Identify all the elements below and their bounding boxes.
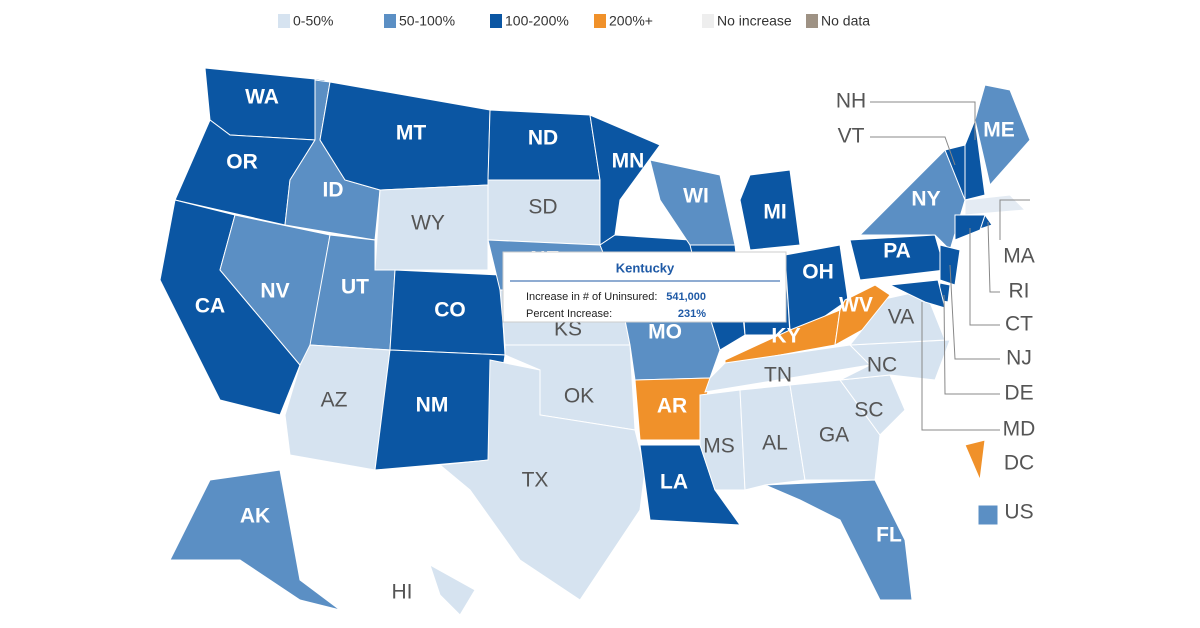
state[interactable] bbox=[964, 439, 986, 482]
state[interactable] bbox=[888, 279, 946, 309]
state-label: KS bbox=[554, 318, 582, 341]
state-label: MN bbox=[612, 150, 645, 173]
tooltip-box bbox=[502, 251, 787, 323]
state-label: MT bbox=[396, 122, 426, 145]
state-label: NH bbox=[836, 90, 866, 113]
state-label: CO bbox=[434, 299, 466, 322]
tooltip-key: Percent Increase: bbox=[526, 308, 612, 320]
state-label: NY bbox=[911, 188, 940, 211]
state-label: AR bbox=[657, 395, 687, 418]
legend-swatch bbox=[384, 14, 396, 28]
legend-swatch bbox=[806, 14, 818, 28]
tooltip-title: Kentucky bbox=[616, 260, 675, 275]
state[interactable] bbox=[699, 389, 746, 491]
state-label: OK bbox=[564, 385, 594, 408]
state[interactable] bbox=[589, 114, 661, 246]
state-label: MS bbox=[703, 435, 735, 458]
leader-line bbox=[999, 199, 1030, 240]
state-label: DE bbox=[1004, 382, 1033, 405]
state-label: WY bbox=[411, 212, 445, 235]
legend-label: No increase bbox=[717, 13, 792, 29]
tooltip-value: 231% bbox=[678, 308, 706, 320]
state-label: OH bbox=[802, 261, 834, 284]
state-label: VT bbox=[838, 125, 865, 148]
leader-line bbox=[987, 221, 1000, 293]
legend-label: 100-200% bbox=[505, 13, 569, 29]
state-label: KY bbox=[771, 325, 800, 348]
leader-line bbox=[949, 264, 1000, 360]
state-label: WI bbox=[683, 185, 709, 208]
state[interactable] bbox=[977, 504, 999, 526]
tooltip-key: Increase in # of Uninsured: bbox=[526, 291, 657, 303]
state-label: VA bbox=[888, 306, 914, 329]
state[interactable] bbox=[954, 214, 986, 241]
state-label: SD bbox=[528, 196, 557, 219]
state-label: NV bbox=[260, 280, 289, 303]
leader-line bbox=[969, 228, 1000, 326]
state-label: NJ bbox=[1006, 347, 1032, 370]
state[interactable] bbox=[964, 118, 986, 201]
state-label: GA bbox=[819, 424, 849, 447]
tooltip-value: 541,000 bbox=[666, 291, 706, 303]
state-label: TN bbox=[764, 364, 792, 387]
tooltip: Kentucky Increase in # of Uninsured: 541,0… bbox=[502, 251, 787, 323]
state-label: ND bbox=[528, 127, 558, 150]
state-label: SC bbox=[854, 399, 883, 422]
state-label: ID bbox=[323, 179, 344, 202]
state-label: WV bbox=[839, 294, 873, 317]
state-label: AK bbox=[240, 505, 270, 528]
state[interactable] bbox=[739, 169, 801, 251]
state-label: NM bbox=[416, 394, 449, 417]
state-label: PA bbox=[883, 240, 911, 263]
state-label: CA bbox=[195, 295, 225, 318]
state-label: NC bbox=[867, 354, 897, 377]
state[interactable] bbox=[764, 479, 913, 601]
state-label: UT bbox=[341, 276, 369, 299]
state-label: FL bbox=[876, 524, 902, 547]
legend-label: No data bbox=[821, 13, 870, 29]
state[interactable] bbox=[438, 359, 646, 601]
legend-swatch bbox=[594, 14, 606, 28]
leader-line bbox=[870, 101, 976, 140]
state[interactable] bbox=[169, 469, 341, 611]
state-label: TX bbox=[522, 469, 549, 492]
legend-swatch bbox=[490, 14, 502, 28]
state-label: RI bbox=[1009, 280, 1030, 303]
state-label: DC bbox=[1004, 452, 1034, 475]
state[interactable] bbox=[429, 563, 476, 616]
legend-label: 0-50% bbox=[293, 13, 333, 29]
state[interactable] bbox=[374, 184, 489, 271]
leader-line bbox=[870, 136, 956, 166]
state[interactable] bbox=[789, 379, 881, 481]
state-label: MO bbox=[648, 321, 682, 344]
legend-swatch bbox=[702, 14, 714, 28]
state-label: US bbox=[1004, 501, 1033, 524]
legend-label: 50-100% bbox=[399, 13, 455, 29]
leader-line bbox=[943, 294, 1000, 395]
state-label: ME bbox=[983, 119, 1015, 142]
state[interactable] bbox=[639, 444, 742, 526]
state-label: OR bbox=[226, 151, 258, 174]
state-label: WA bbox=[245, 86, 279, 109]
state-label: HI bbox=[392, 581, 413, 604]
state[interactable] bbox=[974, 84, 1031, 187]
state-label: LA bbox=[660, 471, 688, 494]
state[interactable] bbox=[739, 384, 806, 491]
legend-label: 200%+ bbox=[609, 13, 653, 29]
state-label: AZ bbox=[321, 389, 348, 412]
leader-line bbox=[921, 302, 1000, 431]
state-label: AL bbox=[762, 432, 788, 455]
state-label: MI bbox=[763, 201, 786, 224]
state[interactable] bbox=[834, 284, 891, 346]
state-label: MA bbox=[1003, 245, 1035, 268]
state-label: CT bbox=[1005, 313, 1033, 336]
legend-swatch bbox=[278, 14, 290, 28]
state-label: MD bbox=[1003, 418, 1036, 441]
